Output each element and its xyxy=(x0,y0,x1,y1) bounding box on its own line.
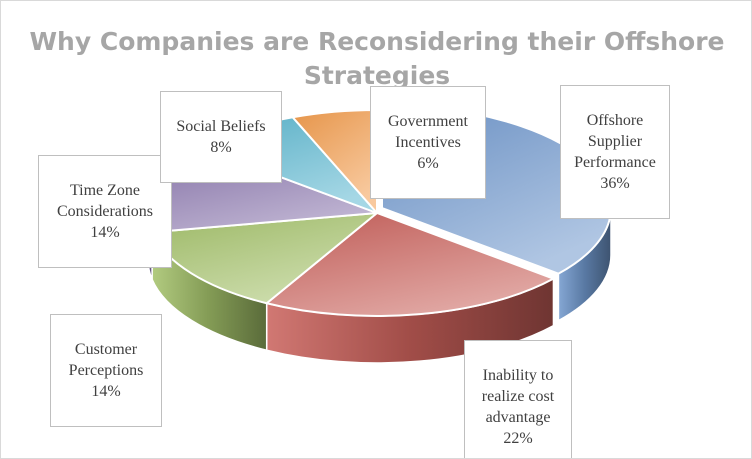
pie-slice-inability-to-realize-cost-advantage xyxy=(265,212,555,317)
callout-offshore-supplier-performance: Offshore Supplier Performance 36% xyxy=(560,85,670,219)
callout-percent: 36% xyxy=(600,175,630,192)
chart-title: Why Companies are Reconsidering their Of… xyxy=(29,27,725,90)
callout-social-beliefs: Social Beliefs 8% xyxy=(160,91,282,183)
callout-inability-to-realize-cost-advantage: Inability to realize cost advantage 22% xyxy=(464,340,572,458)
callout-percent: 14% xyxy=(90,224,120,241)
callout-government-incentives: Government Incentives 6% xyxy=(370,86,486,199)
callout-percent: 14% xyxy=(91,383,121,400)
callout-label: Social Beliefs xyxy=(176,118,266,135)
callout-label: Customer Perceptions xyxy=(68,341,144,379)
callout-label: Time Zone Considerations xyxy=(57,182,153,220)
callout-label: Government Incentives xyxy=(388,113,468,151)
callout-time-zone-considerations: Time Zone Considerations 14% xyxy=(38,155,172,268)
callout-percent: 6% xyxy=(417,155,439,172)
callout-label: Offshore Supplier Performance xyxy=(574,112,656,171)
callout-percent: 8% xyxy=(210,139,232,156)
callout-percent: 22% xyxy=(503,430,533,447)
callout-customer-perceptions: Customer Perceptions 14% xyxy=(50,314,162,427)
callout-label: Inability to realize cost advantage xyxy=(481,367,555,426)
